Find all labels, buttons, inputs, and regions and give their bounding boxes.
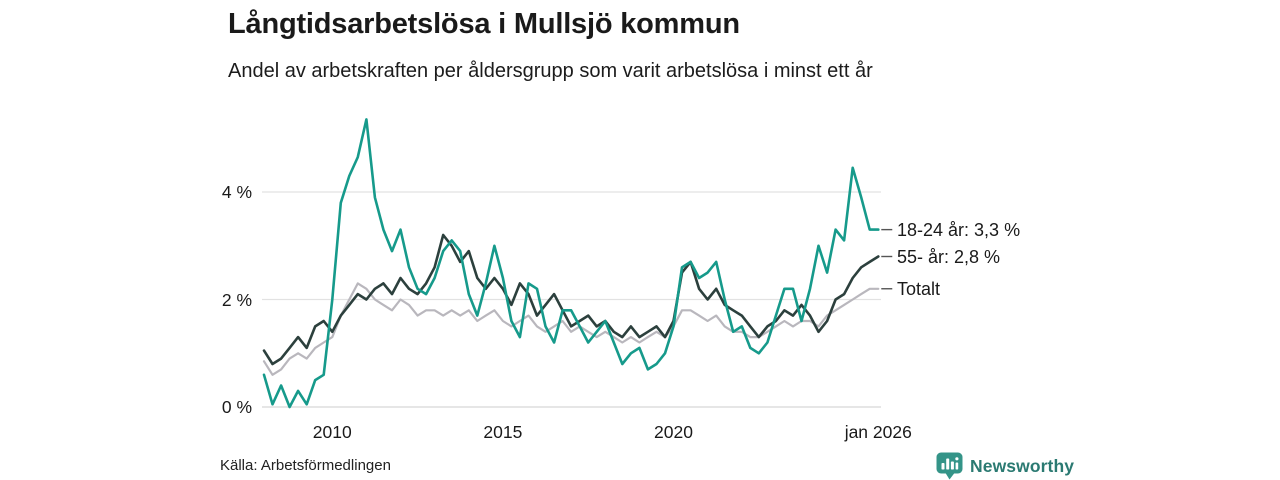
x-axis-tick-label: 2010 [312, 422, 352, 442]
y-axis-tick-label: 2 % [221, 289, 252, 310]
series-line-18-24r [262, 118, 880, 409]
page-subtitle: Andel av arbetskraften per åldersgrupp s… [228, 60, 873, 82]
brand-lockup: Newsworthy [936, 452, 1074, 480]
x-axis-tick-label: jan 2026 [844, 422, 912, 442]
x-axis-tick-label: 2020 [654, 422, 693, 442]
series-end-label-55-r: 55- år: 2,8 % [897, 246, 1001, 267]
y-axis-tick-label: 4 % [221, 182, 252, 202]
y-axis-tick-label: 0 % [221, 397, 252, 417]
x-axis-tick-label: 2015 [483, 422, 523, 442]
source-note: Källa: Arbetsförmedlingen [220, 457, 391, 474]
series-end-label-18-24r: 18-24 år: 3,3 % [897, 219, 1021, 240]
page-title: Långtidsarbetslösa i Mullsjö kommun [228, 8, 740, 40]
brand-name: Newsworthy [970, 455, 1075, 476]
series-end-label-Totalt: Totalt [897, 278, 941, 299]
series-line-Totalt [262, 282, 880, 376]
series-line-55-r [262, 233, 880, 366]
newsworthy-logo-icon [936, 452, 963, 480]
